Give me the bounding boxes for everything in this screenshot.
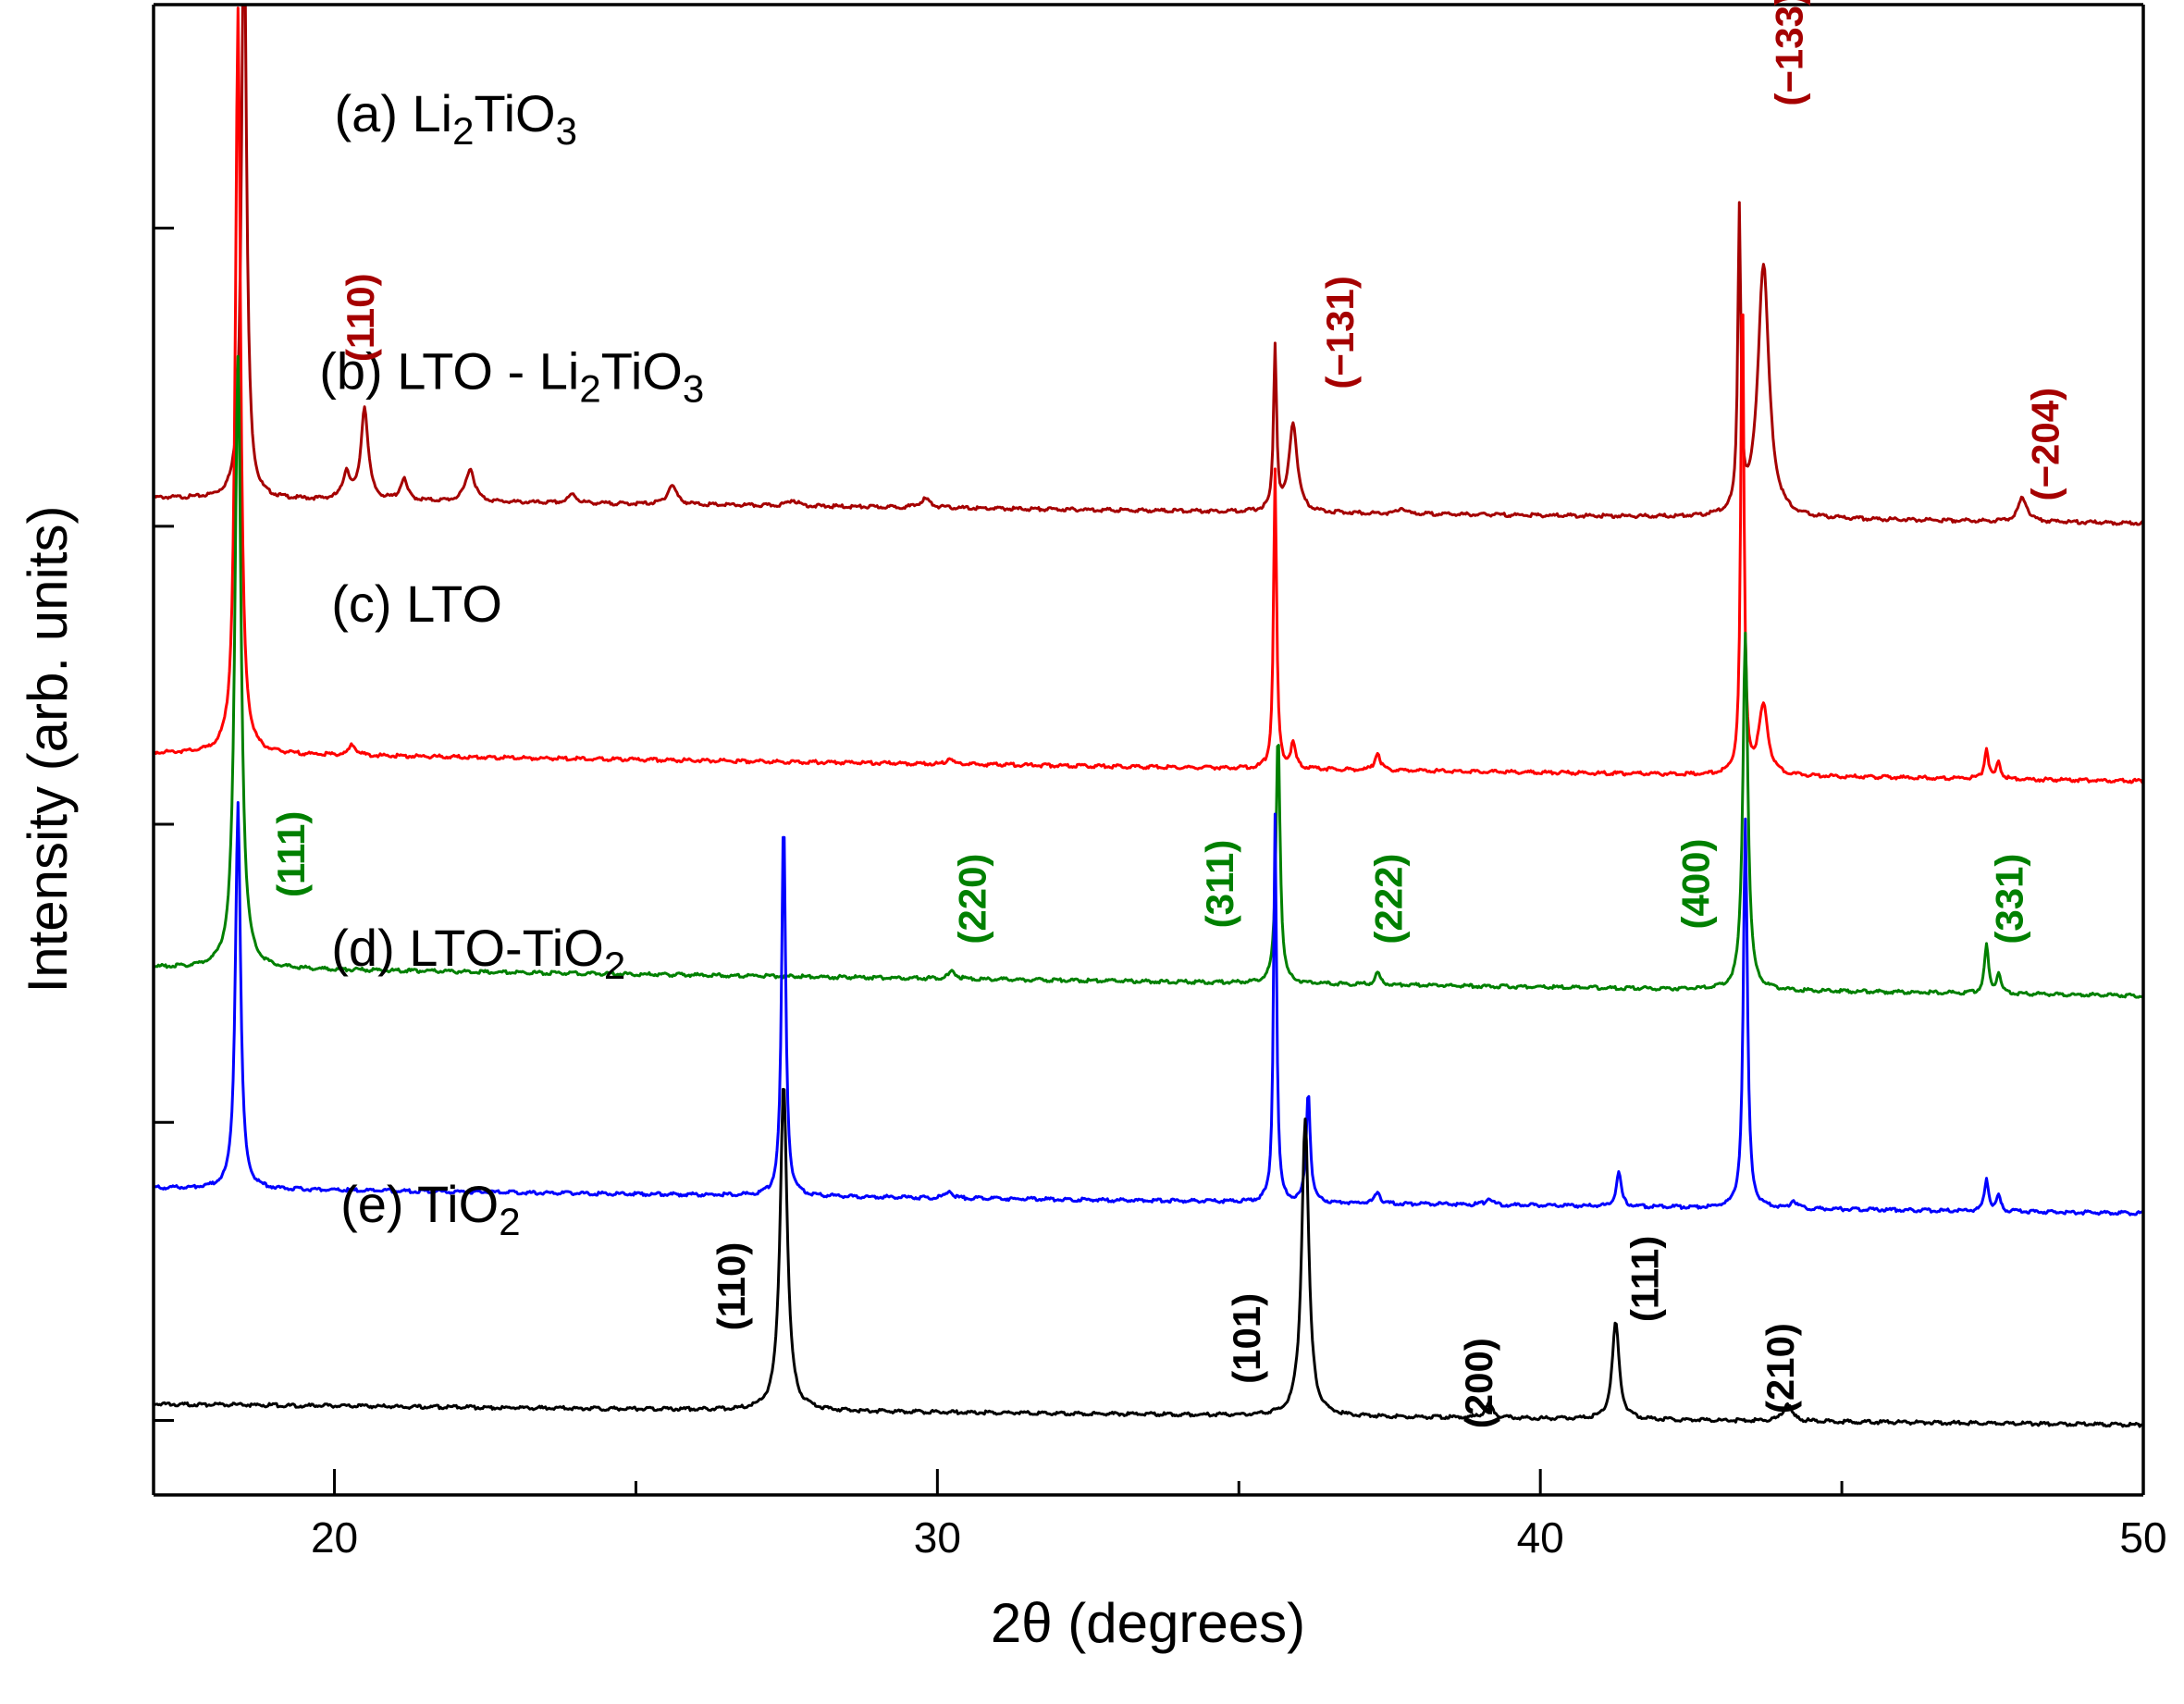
label-text: TiO — [601, 342, 683, 401]
plot-marks — [154, 5, 2143, 1428]
miller-index-annotations: (110) (−131) (−133) (−204) (111) (220) (311) (2… — [269, 0, 2067, 1428]
x-tick-label: 40 — [1517, 1513, 1564, 1562]
x-tick-label: 20 — [311, 1513, 358, 1562]
x-axis-ticks: 20 30 40 50 — [311, 1469, 2167, 1562]
miller-index-label: (110) — [709, 1242, 753, 1331]
miller-index-label: (400) — [1674, 838, 1718, 929]
miller-index-label: (210) — [1758, 1323, 1802, 1414]
series-labels: (a) Li2TiO3(b) LTO - Li2TiO3(c) LTO(d) L… — [319, 84, 704, 1243]
subscript: 3 — [556, 109, 577, 153]
miller-index-label: (222) — [1366, 854, 1410, 945]
series-label-b-lto-li2tio3: (b) LTO - Li2TiO3 — [319, 342, 704, 411]
subscript: 2 — [579, 367, 600, 411]
label-text: TiO — [474, 84, 555, 142]
series-line-b-lto-li2tio3 — [154, 6, 2143, 784]
y-axis-title: Intensity (arb. units) — [17, 506, 79, 994]
subscript: 2 — [604, 944, 625, 987]
series-label-d-lto-tio2: (d) LTO-TiO2 — [331, 919, 625, 987]
miller-index-label: (111) — [1623, 1236, 1666, 1322]
miller-index-label: (331) — [1988, 854, 2031, 945]
series-label-e-tio2: (e) TiO2 — [340, 1175, 520, 1243]
miller-index-label: (220) — [951, 854, 994, 945]
label-text: (b) LTO - Li — [319, 342, 579, 401]
label-text: (c) LTO — [331, 574, 502, 633]
label-text: (a) Li — [335, 84, 453, 142]
label-text: (d) LTO-TiO — [331, 919, 604, 977]
miller-index-label: (200) — [1457, 1338, 1500, 1428]
label-text: (e) TiO — [340, 1175, 499, 1233]
x-tick-label: 50 — [2119, 1513, 2166, 1562]
x-axis-title: 2θ (degrees) — [991, 1592, 1305, 1654]
series-label-c-lto: (c) LTO — [331, 574, 502, 633]
miller-index-label: (−131) — [1318, 276, 1362, 389]
x-tick-label: 30 — [914, 1513, 961, 1562]
series-line-e-tio2 — [154, 1088, 2143, 1428]
y-axis-ticks — [154, 227, 174, 1422]
subscript: 2 — [499, 1200, 520, 1243]
miller-index-label: (−204) — [2024, 388, 2067, 501]
miller-index-label: (111) — [269, 811, 313, 897]
series-label-a-li2tio3: (a) Li2TiO3 — [335, 84, 577, 153]
miller-index-label: (110) — [339, 273, 382, 362]
subscript: 2 — [452, 109, 474, 153]
subscript: 3 — [683, 367, 704, 411]
series-line-c-lto — [154, 354, 2143, 999]
series-line-d-lto-tio2 — [154, 801, 2143, 1216]
series-line-a-li2tio3 — [154, 5, 2143, 526]
miller-index-label: (−133) — [1768, 0, 1811, 106]
miller-index-label: (311) — [1198, 840, 1241, 929]
miller-index-label: (101) — [1225, 1293, 1268, 1384]
